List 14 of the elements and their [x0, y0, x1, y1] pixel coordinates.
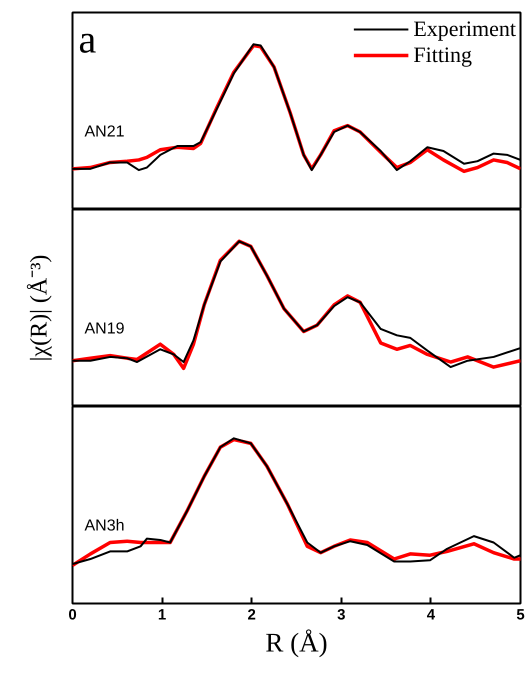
x-tick-label: 3: [337, 606, 346, 624]
annotation: a: [78, 16, 96, 62]
x-tick-label: 1: [158, 606, 166, 624]
x-tick-label: 5: [516, 606, 525, 624]
annotation: AN3h: [84, 518, 125, 535]
y-axis-title: |χ(R)| (Å⁻³): [26, 254, 52, 362]
x-tick-label: 4: [426, 606, 436, 624]
legend-label: Fitting: [413, 42, 472, 68]
x-tick-label: 2: [248, 606, 256, 624]
x-tick-label: 0: [68, 606, 77, 624]
x-axis-title: R (Å): [265, 628, 328, 658]
annotation: AN19: [84, 320, 125, 338]
legend-label: Experiment: [413, 16, 516, 42]
annotation: AN21: [84, 124, 125, 141]
